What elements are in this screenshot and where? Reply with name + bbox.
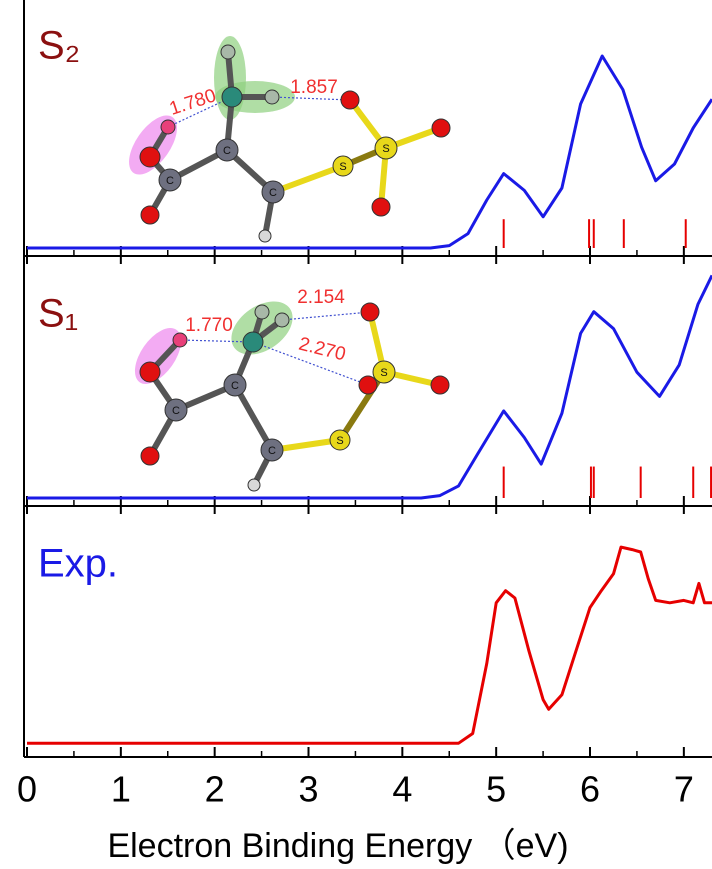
atom-label: C	[268, 445, 276, 457]
distance-label: 1.780	[167, 85, 219, 120]
atom	[372, 198, 390, 216]
atom	[140, 362, 160, 382]
atom	[259, 230, 271, 242]
atom	[248, 479, 260, 491]
hydrogen-bond	[282, 312, 370, 320]
atom-label: C	[166, 175, 174, 187]
distance-label: 2.270	[297, 334, 348, 366]
distance-label: 1.857	[290, 77, 338, 98]
atom-label: S	[336, 435, 343, 447]
atom	[141, 447, 159, 465]
x-tick-label: 2	[205, 769, 225, 810]
atom-label: C	[223, 145, 231, 157]
panel-label: Exp.	[38, 542, 118, 586]
atom	[140, 147, 160, 167]
atom	[341, 91, 359, 109]
atom-label: C	[269, 187, 277, 199]
atom	[161, 120, 175, 134]
atom	[221, 45, 235, 59]
atom-label: S	[382, 143, 389, 155]
atom	[275, 313, 289, 327]
x-tick-label: 3	[298, 769, 318, 810]
x-tick-label: 7	[674, 769, 694, 810]
x-tick-label: 4	[392, 769, 412, 810]
page: {"chart_data": [ {"type": "line", "label…	[0, 0, 712, 869]
x-tick-label: 5	[486, 769, 506, 810]
atom	[361, 303, 379, 321]
atom	[265, 90, 279, 104]
atom	[359, 376, 377, 394]
spectrum-line	[27, 547, 712, 743]
atom-label: C	[231, 380, 239, 392]
highlight	[222, 290, 303, 365]
atom	[243, 332, 263, 352]
x-tick-label: 0	[17, 769, 37, 810]
panel-label: S₁	[38, 292, 78, 336]
distance-label: 2.154	[297, 287, 345, 308]
x-tick-label: 1	[111, 769, 131, 810]
distance-label: 1.770	[185, 315, 233, 336]
atom	[141, 206, 159, 224]
x-axis-label: Electron Binding Energy （eV)	[107, 827, 568, 865]
atom	[222, 87, 242, 107]
atom	[432, 119, 450, 137]
figure: S₂ C C C S S 1.780 1.857 S₁ C C C S S 1.770 2.154 2.270 0…	[0, 0, 712, 869]
atom-label: C	[172, 405, 180, 417]
x-tick-label: 6	[580, 769, 600, 810]
atom	[255, 305, 269, 319]
atom	[431, 376, 449, 394]
panel-label: S₂	[38, 24, 80, 68]
atom-label: S	[380, 367, 387, 379]
atom-label: S	[339, 161, 346, 173]
